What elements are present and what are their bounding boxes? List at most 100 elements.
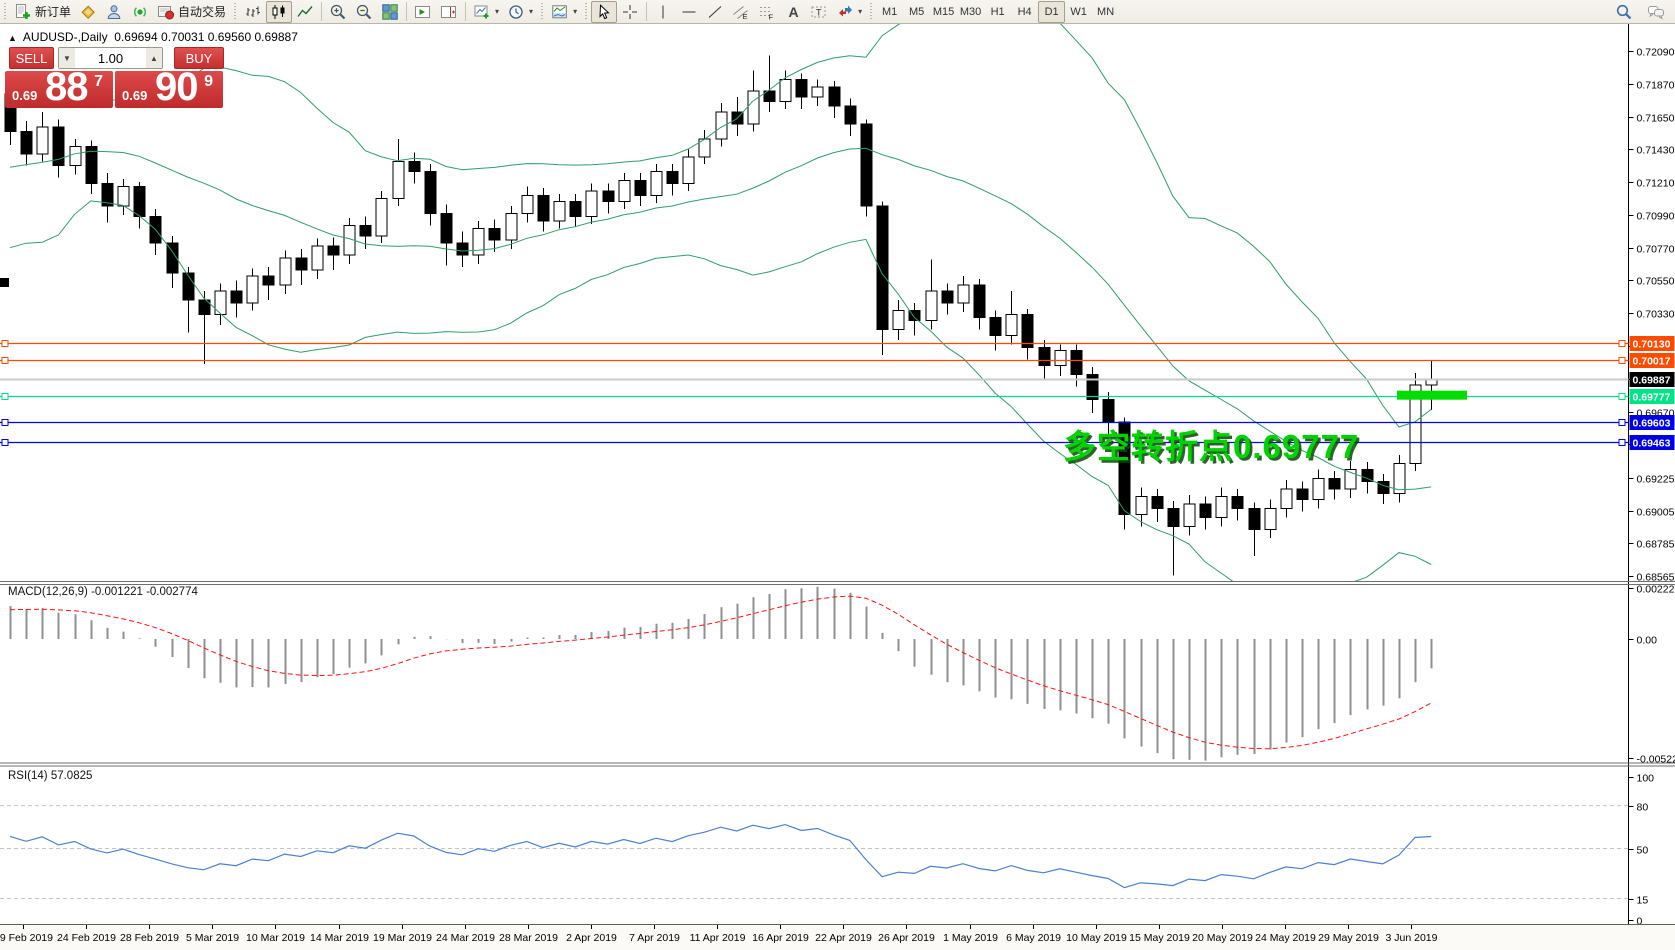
tf-mn-button[interactable]: MN [1092, 1, 1119, 23]
search-button[interactable] [1611, 1, 1637, 23]
chart-shift-button[interactable] [436, 1, 462, 23]
arrows-button[interactable]: ▾ [832, 1, 866, 23]
new-order-button[interactable]: 新订单 [10, 1, 75, 23]
text-label-button[interactable]: T [806, 1, 832, 23]
line-handle[interactable] [1, 439, 9, 446]
turning-point-annotation[interactable]: 多空转折点0.69777 [1063, 428, 1360, 465]
fibonacci-button[interactable]: F [754, 1, 780, 23]
svg-text:A: A [789, 4, 799, 20]
tf-h4-button[interactable]: H4 [1011, 1, 1038, 23]
line-handle[interactable] [1618, 439, 1626, 446]
tile-windows-button[interactable] [377, 1, 403, 23]
date-label: 24 Feb 2019 [57, 932, 116, 944]
main-pane [4, 24, 1438, 581]
button-label: 新订单 [35, 5, 72, 19]
profiles-button[interactable]: ▾ [503, 1, 537, 23]
tf-w1-button[interactable]: W1 [1065, 1, 1092, 23]
volume-down-button[interactable]: ▼ [59, 48, 75, 68]
price-tick-label: 0.69005 [1637, 507, 1675, 519]
toolbar-grip[interactable] [232, 2, 239, 21]
tf-m1-button[interactable]: M1 [876, 1, 903, 23]
person-icon [105, 3, 123, 21]
buy-button[interactable]: BUY [174, 47, 224, 69]
candle-body [440, 212, 453, 244]
candle-body [52, 126, 65, 167]
candle-body [279, 257, 292, 286]
candle-body [69, 145, 82, 167]
toolbar-grip[interactable] [539, 2, 546, 21]
cursor-button[interactable] [591, 0, 618, 23]
toolbar-grip[interactable] [868, 2, 875, 21]
crosshair-icon [621, 3, 639, 21]
dropdown-caret-icon[interactable]: ▾ [495, 7, 500, 16]
candle-body [634, 180, 647, 197]
candle-body [101, 183, 114, 207]
buy-price-box[interactable]: 0.69 90 9 [115, 71, 223, 108]
chat-button[interactable] [1643, 1, 1669, 23]
text-button[interactable]: A [780, 1, 806, 23]
line-handle[interactable] [1, 340, 9, 347]
zoom-in-button[interactable] [325, 1, 351, 23]
vertical-line-button[interactable] [650, 1, 676, 23]
sell-price-box[interactable]: 0.69 88 7 [5, 71, 113, 108]
tf-m15-button[interactable]: M15 [930, 1, 957, 23]
date-axis-strip[interactable] [0, 925, 1675, 950]
autotrading-button[interactable]: 自动交易 [153, 1, 230, 23]
zoom-out-button[interactable] [351, 1, 377, 23]
line-handle[interactable] [1618, 419, 1626, 426]
candle-body [553, 200, 566, 222]
dropdown-caret-icon[interactable]: ▾ [573, 7, 578, 16]
volume-up-button[interactable]: ▲ [146, 48, 162, 68]
equidistant-channel-button[interactable]: E [728, 1, 754, 23]
close-value: 0.69887 [254, 30, 298, 44]
button-label: H1 [990, 5, 1005, 18]
date-label: 14 Mar 2019 [310, 932, 369, 944]
toolbar-grip[interactable] [2, 2, 8, 21]
zoom-in-icon [329, 3, 347, 21]
line-handle[interactable] [1, 419, 9, 426]
date-label: 3 Jun 2019 [1386, 932, 1438, 944]
horizontal-line-button[interactable] [676, 1, 702, 23]
line-handle[interactable] [1618, 357, 1626, 364]
candle-body [876, 205, 889, 331]
dropdown-caret-icon[interactable]: ▾ [858, 7, 863, 16]
mql5-community-button[interactable] [75, 1, 101, 23]
rsi-tick-label: 50 [1637, 845, 1649, 857]
toolbar-grip[interactable] [583, 2, 590, 21]
candle-body [828, 86, 841, 107]
price-level-label: 0.69603 [1633, 418, 1671, 430]
price-level-label-bg [1629, 353, 1675, 368]
crosshair-button[interactable] [617, 1, 643, 23]
candle-body [327, 245, 340, 256]
tf-h1-button[interactable]: H1 [984, 1, 1011, 23]
trend-highlight-bar[interactable] [1397, 390, 1467, 400]
collapse-arrow-icon[interactable]: ▲ [8, 33, 17, 43]
candlestick-chart-button[interactable] [266, 0, 293, 23]
tf-d1-button[interactable]: D1 [1038, 0, 1066, 23]
macd-tick-label: -0.00522 [1637, 754, 1675, 766]
signals-button[interactable] [127, 1, 153, 23]
price-level-label: 0.69887 [1633, 375, 1671, 387]
candle-body [133, 186, 146, 217]
trendline-button[interactable] [702, 1, 728, 23]
accounts-button[interactable] [101, 1, 127, 23]
dropdown-caret-icon[interactable]: ▾ [529, 7, 534, 16]
bar-chart-button[interactable] [240, 1, 266, 23]
button-label: M1 [881, 5, 898, 18]
indicator-window-button[interactable]: ▾ [547, 1, 581, 23]
sell-button[interactable]: SELL [9, 47, 54, 69]
line-handle[interactable] [1, 393, 9, 400]
auto-scroll-button[interactable] [410, 1, 436, 23]
line-handle[interactable] [1618, 340, 1626, 347]
rsi-tick-label: 100 [1637, 773, 1655, 785]
new-chart-button[interactable]: ▾ [469, 1, 503, 23]
line-handle[interactable] [1618, 393, 1626, 400]
volume-input[interactable] [75, 48, 146, 68]
line-chart-button[interactable] [292, 1, 318, 23]
candle-body [973, 284, 986, 319]
tf-m5-button[interactable]: M5 [903, 1, 930, 23]
object-anchor[interactable] [0, 278, 9, 287]
line-handle[interactable] [1, 357, 9, 364]
candle-body [1199, 503, 1212, 518]
tf-m30-button[interactable]: M30 [957, 1, 984, 23]
